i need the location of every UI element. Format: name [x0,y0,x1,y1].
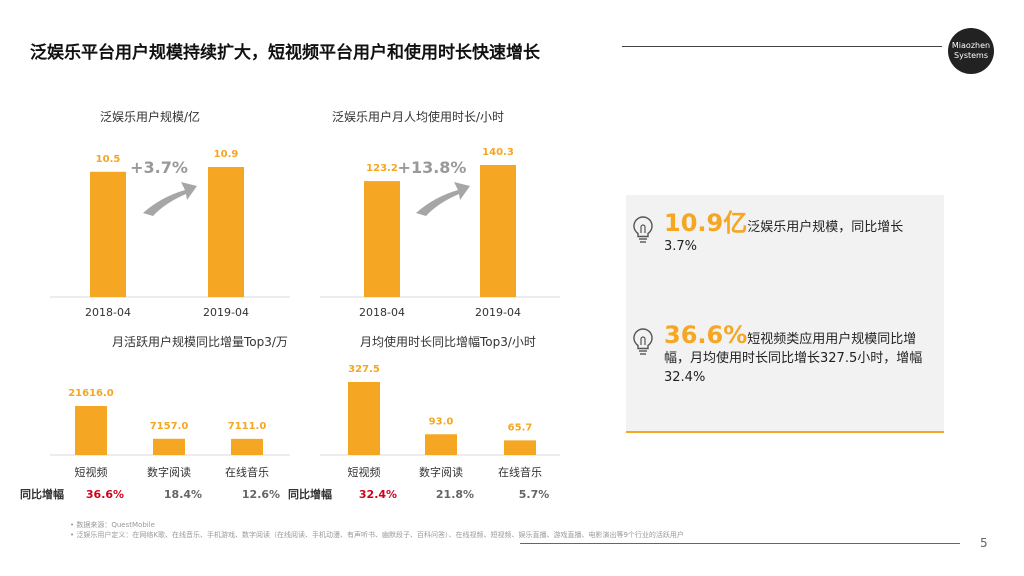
chart1-growth-label: +3.7% [130,158,188,177]
insight-1-value: 10.9亿 [664,209,748,237]
chart4-bar [348,382,380,455]
chart4-data-label: 93.0 [429,416,454,427]
chart3-category-label: 短视频 [75,465,108,479]
footnote-source: • 数据来源：QuestMobile [70,521,155,529]
chart1-title: 泛娱乐用户规模/亿 [100,110,201,124]
insight-1: 10.9亿泛娱乐用户规模，同比增长3.7% [664,211,934,256]
lightbulb-icon [633,216,653,243]
chart4-title: 月均使用时长同比增幅Top3/小时 [360,335,536,349]
chart2-title: 泛娱乐用户月人均使用时长/小时 [332,110,505,124]
insight-2-value: 36.6% [664,321,748,349]
footnote-definition: • 泛娱乐用户定义：在网络K歌、在线音乐、手机游戏、数字阅读（在线阅读、手机动漫… [70,531,684,539]
chart3-bar [153,438,185,455]
chart2-data-label: 140.3 [482,147,514,158]
chart2-data-label: 123.2 [366,163,398,174]
insight-2: 36.6%短视频类应用用户规模同比增幅，月均使用时长同比增长327.5小时，增幅… [664,323,934,387]
chart4-yoy-value: 21.8% [436,488,474,501]
insight-panel [626,195,944,433]
chart2-growth-label: +13.8% [398,158,467,177]
chart1-data-label: 10.5 [96,154,121,165]
chart1-data-label: 10.9 [214,149,239,160]
lightbulb-icon [633,328,653,355]
chart4-category-label: 在线音乐 [498,465,542,479]
page-number: 5 [980,536,988,550]
chart3-category-label: 在线音乐 [225,465,269,479]
chart4-yoy-value: 5.7% [519,488,550,501]
chart3-data-label: 7111.0 [228,421,267,432]
chart3-yoy-value: 18.4% [164,488,202,501]
insight-1-text: 泛娱乐用户规模，同比增长3.7% [664,220,904,254]
chart3-bar [231,438,263,455]
chart2-category-label: 2019-04 [475,306,521,319]
chart4-data-label: 65.7 [508,422,533,433]
chart4-bar [425,434,457,455]
chart4-yoy-label: 同比增幅 [288,487,332,501]
title-divider [622,46,942,47]
chart2-bar [480,165,516,297]
page-title: 泛娱乐平台用户规模持续扩大，短视频平台用户和使用时长快速增长 [30,43,540,63]
chart3-yoy-value: 36.6% [86,488,124,501]
logo-line-1: Miaozhen [951,41,991,50]
chart1-growth-arrow-icon [143,182,197,216]
chart4-category-label: 数字阅读 [419,465,463,479]
insight-2-text: 短视频类应用用户规模同比增幅，月均使用时长同比增长327.5小时，增幅32.4% [664,332,923,385]
chart4-bar [504,440,536,455]
chart3-data-label: 7157.0 [150,421,189,432]
footer-divider [520,543,960,544]
chart1-category-label: 2019-04 [203,306,249,319]
company-logo: Miaozhen Systems [948,28,994,74]
chart2-category-label: 2018-04 [359,306,405,319]
chart3-bar [75,406,107,455]
chart3-yoy-label: 同比增幅 [20,487,64,501]
chart3-category-label: 数字阅读 [147,465,191,479]
chart3-title: 月活跃用户规模同比增量Top3/万 [112,335,288,349]
charts-canvas: 10.5 2018-04 10.9 2019-04 +3.7% 123.2 2018-04 1… [20,147,560,501]
logo-line-2: Systems [954,51,988,60]
chart3-data-label: 21616.0 [68,388,114,399]
chart4-category-label: 短视频 [348,465,381,479]
chart2-bar [364,181,400,297]
chart3-yoy-value: 12.6% [242,488,280,501]
chart4-data-label: 327.5 [348,364,380,375]
chart4-yoy-value: 32.4% [359,488,397,501]
chart1-bar [90,171,126,297]
chart1-category-label: 2018-04 [85,306,131,319]
chart2-growth-arrow-icon [416,182,470,216]
chart1-bar [208,167,244,297]
